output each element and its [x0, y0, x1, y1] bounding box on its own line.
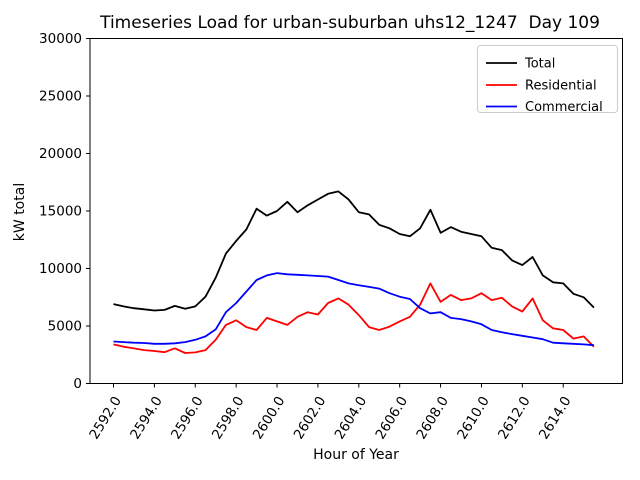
legend-entry-commercial: Commercial [486, 100, 603, 115]
chart-title: Timeseries Load for urban-suburban uhs12… [99, 13, 600, 33]
series-line-total [113, 190, 595, 312]
x-tick-label: 2608.0 [413, 394, 452, 443]
y-tick-label: 20000 [39, 146, 82, 162]
y-tick-label: 10000 [39, 261, 82, 277]
x-tick-label: 2602.0 [291, 394, 330, 443]
y-tick-label: 25000 [39, 89, 82, 105]
series-line-commercial [113, 272, 594, 347]
y-tick-label: 30000 [39, 31, 82, 47]
y-tick-label: 0 [73, 376, 82, 392]
x-axis-ticks: 2592.0 2594.0 2596.0 2598.0 2600.0 2602.0 2604… [86, 383, 575, 443]
legend: Total Residential Commercial [477, 45, 618, 115]
x-tick-label: 2610.0 [454, 394, 493, 443]
x-tick-label: 2606.0 [372, 394, 411, 443]
x-tick-label: 2612.0 [495, 394, 534, 443]
plot-lines [113, 190, 595, 354]
y-axis-ticks: 0 5000 10000 15000 20000 25000 30000 [39, 31, 90, 392]
y-tick-label: 5000 [48, 319, 82, 335]
x-tick-label: 2592.0 [86, 394, 125, 443]
x-tick-label: 2594.0 [127, 394, 166, 443]
x-tick-label: 2600.0 [250, 394, 289, 443]
legend-entry-total: Total [486, 57, 555, 72]
legend-label-residential: Residential [525, 79, 597, 94]
x-tick-label: 2598.0 [209, 394, 248, 443]
x-tick-label: 2614.0 [536, 394, 575, 443]
x-tick-label: 2596.0 [168, 394, 207, 443]
legend-label-commercial: Commercial [525, 100, 603, 115]
x-tick-label: 2604.0 [332, 394, 371, 443]
y-axis-label: kW total [12, 183, 28, 241]
legend-entry-residential: Residential [486, 79, 597, 94]
legend-label-total: Total [524, 57, 555, 72]
x-axis-label: Hour of Year [313, 447, 399, 463]
series-line-residential [113, 282, 595, 354]
y-tick-label: 15000 [39, 204, 82, 220]
